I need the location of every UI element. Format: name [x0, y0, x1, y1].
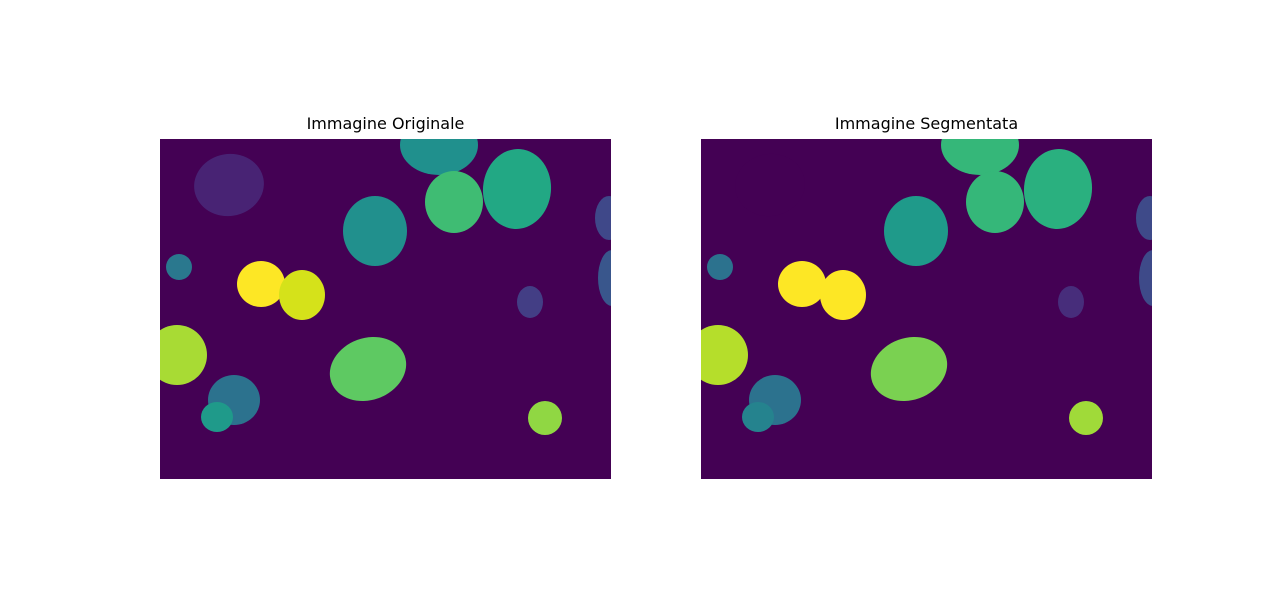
cell-right-edge-middle [1139, 250, 1152, 306]
cell-tiny-left [166, 254, 192, 280]
cell-lower-right [1069, 401, 1103, 435]
cell-small-right [1058, 286, 1084, 318]
cell-small-right [517, 286, 543, 318]
original-image [160, 139, 611, 479]
cell-top-right [482, 149, 552, 229]
segmented-image-title: Immagine Segmentata [834, 114, 1019, 133]
cell-tiny-left [707, 254, 733, 280]
cell-top-center [400, 139, 478, 175]
segmented-image-panel [701, 139, 1152, 479]
cell-upper-middle-right [966, 171, 1024, 233]
original-image-title: Immagine Originale [306, 114, 465, 133]
original-image-panel [160, 139, 611, 479]
cell-yellow-left [778, 261, 826, 307]
cell-center [343, 196, 407, 266]
cell-yellow-left [237, 261, 285, 307]
cell-upper-left [735, 153, 805, 217]
cell-left-edge [160, 325, 207, 385]
cell-right-edge-upper [595, 196, 611, 240]
cell-upper-middle-right [425, 171, 483, 233]
cell-right-edge-middle [598, 250, 611, 306]
cell-lower-center [870, 336, 948, 402]
cell-center [884, 196, 948, 266]
cell-top-center [941, 139, 1019, 175]
segmented-image [701, 139, 1152, 479]
cell-lower-left-small [201, 402, 233, 432]
cell-yellow-right [279, 270, 325, 320]
cell-lower-center [329, 336, 407, 402]
cell-right-edge-upper [1136, 196, 1152, 240]
cell-lower-right [528, 401, 562, 435]
cell-lower-left-small [742, 402, 774, 432]
cell-left-edge [701, 325, 748, 385]
cell-upper-left [194, 153, 264, 217]
cell-top-right [1023, 149, 1093, 229]
cell-yellow-right [820, 270, 866, 320]
